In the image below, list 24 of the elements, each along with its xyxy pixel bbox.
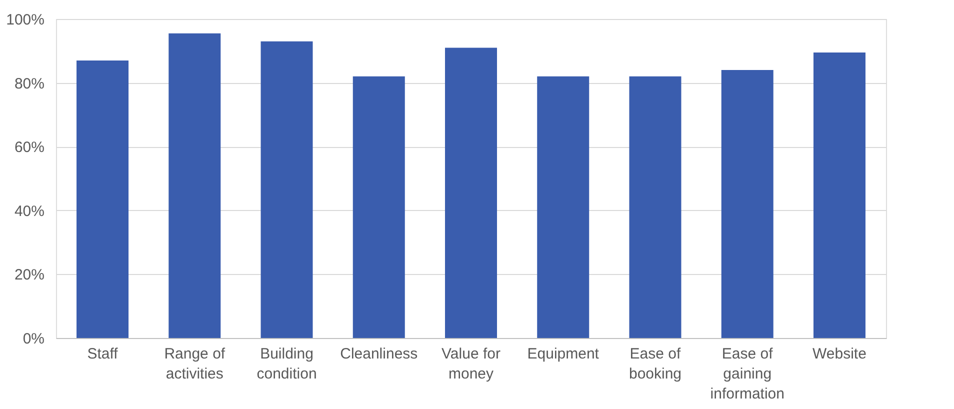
x-tick-label: Website <box>812 346 866 362</box>
y-tick-label: 60% <box>14 139 44 156</box>
bar <box>721 70 774 338</box>
bar <box>537 76 590 338</box>
y-tick-label: 100% <box>6 12 44 28</box>
y-tick-label: 40% <box>14 202 44 220</box>
x-tick-label: Ease of booking <box>628 346 682 382</box>
bar <box>260 41 313 338</box>
bar <box>352 76 405 338</box>
y-tick-label: 20% <box>14 266 44 284</box>
x-tick-label: Cleanliness <box>340 346 418 362</box>
x-tick-label: Staff <box>87 346 119 362</box>
bar <box>168 33 221 338</box>
x-tick-label: Range of activities <box>164 346 226 382</box>
x-tick-label: Equipment <box>527 346 600 362</box>
y-tick-label: 80% <box>14 75 44 92</box>
y-tick-label: 0% <box>22 330 44 348</box>
bar <box>813 52 866 338</box>
bar <box>629 76 682 338</box>
bar <box>445 48 497 338</box>
bar <box>76 60 129 338</box>
x-tick-label: Value for money <box>442 346 500 382</box>
x-tick-label: Ease of gaining information <box>710 346 784 402</box>
x-tick-label: Building condition <box>256 346 317 382</box>
